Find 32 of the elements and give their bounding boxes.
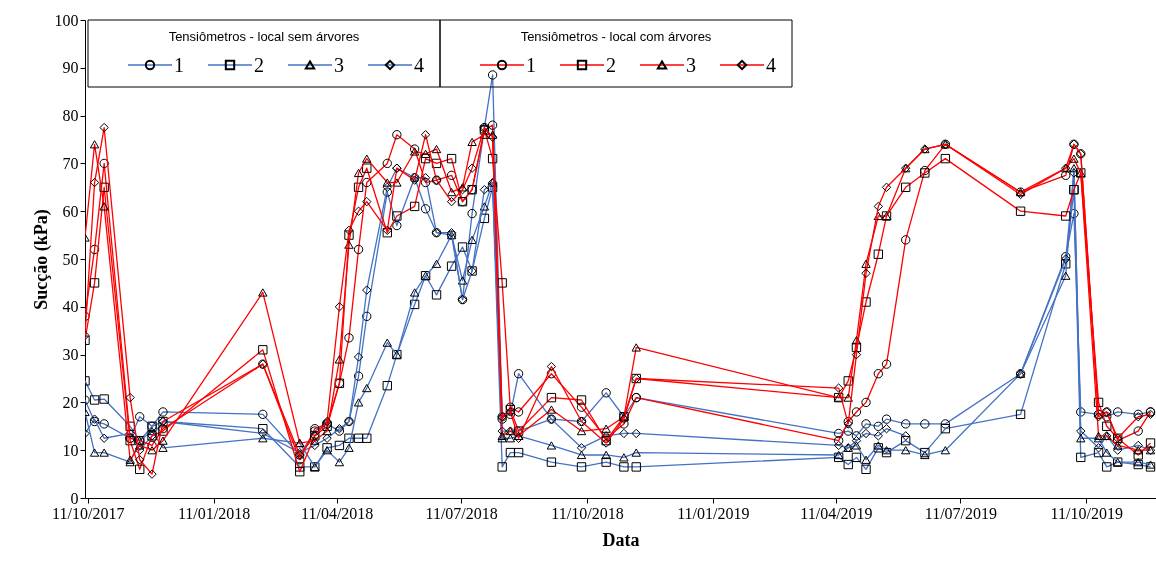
legend-label: 1 xyxy=(174,54,184,76)
x-tick-label: 11/10/2018 xyxy=(551,504,624,522)
y-tick-label: 20 xyxy=(62,393,79,411)
legend-label: 4 xyxy=(766,54,776,76)
legend-label: 3 xyxy=(334,54,344,76)
x-tick-label: 11/01/2018 xyxy=(177,504,251,522)
x-tick-label: 11/07/2018 xyxy=(425,504,498,522)
x-tick-label: 11/04/2019 xyxy=(800,504,873,522)
y-tick-label: 0 xyxy=(70,489,79,507)
x-tick-label: 11/07/2019 xyxy=(924,504,998,522)
legend-label: 3 xyxy=(686,54,696,76)
y-tick-label: 90 xyxy=(62,59,79,77)
y-tick-label: 70 xyxy=(62,154,79,172)
y-tick-label: 10 xyxy=(62,441,79,459)
y-axis-title: Sucção (kPa) xyxy=(30,209,52,310)
x-tick-label: 11/04/2018 xyxy=(301,504,374,522)
legend-label: 2 xyxy=(254,54,264,76)
y-tick-label: 60 xyxy=(62,202,79,220)
y-tick-label: 30 xyxy=(62,346,79,364)
x-tick-label: 11/10/2017 xyxy=(52,504,125,522)
text: Tensiômetros - local sem árvores xyxy=(168,29,360,44)
text: Tensiômetros - local com árvores xyxy=(520,29,712,44)
x-tick-label: 11/01/2019 xyxy=(677,504,750,522)
y-tick-label: 100 xyxy=(54,11,79,29)
legend-label: 4 xyxy=(414,54,424,76)
legend-label: 1 xyxy=(526,54,536,76)
y-tick-label: 50 xyxy=(62,250,79,268)
x-tick-label: 11/10/2019 xyxy=(1050,504,1123,522)
x-axis-title: Data xyxy=(602,529,640,550)
y-tick-label: 80 xyxy=(62,107,79,125)
y-tick-label: 40 xyxy=(62,298,79,316)
legend-label: 2 xyxy=(606,54,616,76)
